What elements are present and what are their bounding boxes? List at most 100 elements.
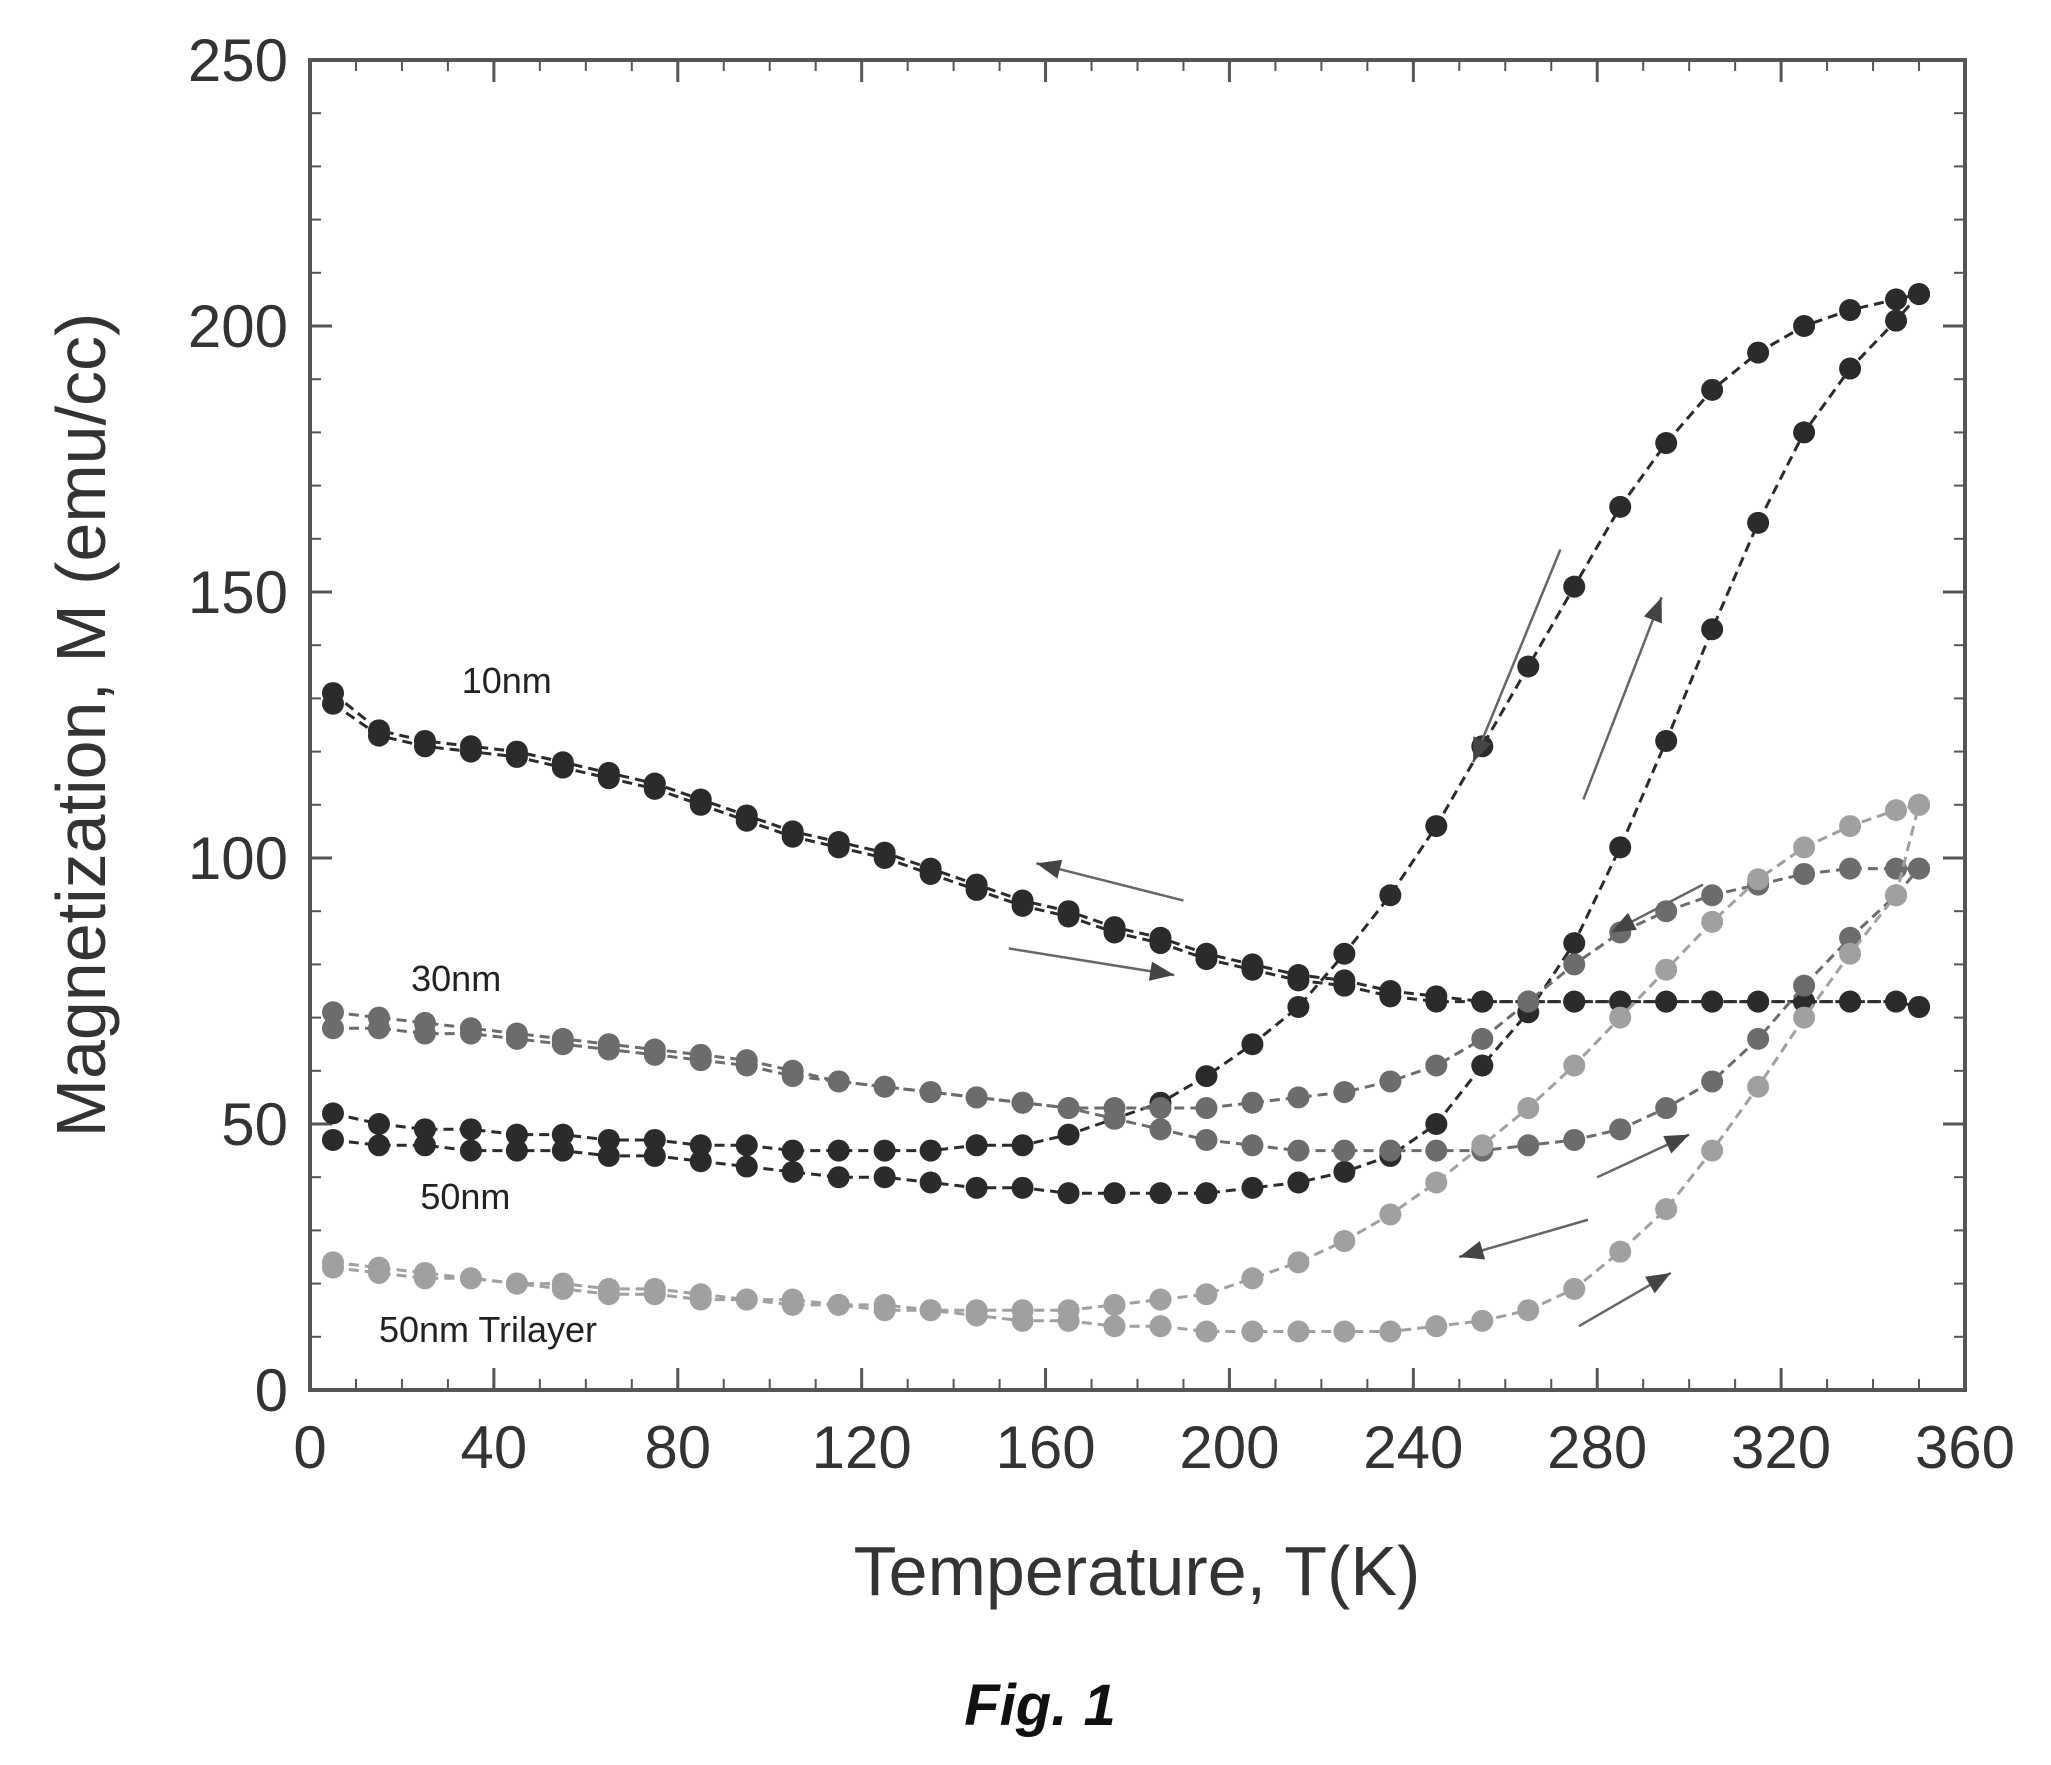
- x-tick-label: 360: [1915, 1414, 2015, 1481]
- arrow-head: [1459, 1241, 1486, 1260]
- data-point: [1195, 1320, 1218, 1343]
- data-point: [1057, 1123, 1080, 1146]
- data-point: [827, 1070, 850, 1093]
- data-point: [1655, 990, 1678, 1013]
- data-point: [1103, 1182, 1126, 1205]
- data-point: [459, 740, 482, 763]
- data-point: [1563, 575, 1586, 598]
- data-point: [1379, 884, 1402, 907]
- data-point: [1287, 995, 1310, 1018]
- data-point: [1655, 1097, 1678, 1120]
- data-point: [1747, 868, 1770, 891]
- direction-arrow: [1471, 548, 1562, 763]
- data-point: [413, 735, 436, 758]
- direction-arrow: [1036, 859, 1184, 902]
- data-point: [735, 1054, 758, 1077]
- data-point: [689, 1134, 712, 1157]
- data-point: [643, 1128, 666, 1151]
- data-point: [367, 1261, 390, 1284]
- data-point: [965, 1304, 988, 1327]
- data-point: [1563, 932, 1586, 955]
- y-tick-label: 0: [255, 1357, 288, 1424]
- y-tick-label: 250: [188, 27, 288, 94]
- data-point: [1609, 1006, 1632, 1029]
- data-point: [459, 1022, 482, 1045]
- data-point: [919, 1081, 942, 1104]
- data-point: [1747, 990, 1770, 1013]
- data-point: [1379, 1320, 1402, 1343]
- data-point: [1149, 1182, 1172, 1205]
- data-point: [1517, 1097, 1540, 1120]
- data-point: [827, 1166, 850, 1189]
- data-point: [965, 1134, 988, 1157]
- data-point: [1057, 1309, 1080, 1332]
- data-point: [1241, 1267, 1264, 1290]
- data-point: [1379, 985, 1402, 1008]
- data-point: [597, 767, 620, 790]
- data-point: [1379, 1139, 1402, 1162]
- data-point: [1057, 1182, 1080, 1205]
- data-point: [1839, 926, 1862, 949]
- series-annotation: 10nm: [462, 660, 552, 701]
- direction-arrow: [1596, 1133, 1690, 1179]
- data-point: [735, 1134, 758, 1157]
- x-tick-label: 240: [1363, 1414, 1463, 1481]
- data-point: [1057, 905, 1080, 928]
- arrow-shaft: [1036, 862, 1184, 902]
- data-point: [1609, 495, 1632, 518]
- data-point: [1241, 1091, 1264, 1114]
- data-point: [1747, 1027, 1770, 1050]
- data-point: [1701, 618, 1724, 641]
- series-annotation: 50nm Trilayer: [379, 1309, 597, 1350]
- data-point: [1103, 1107, 1126, 1130]
- data-point: [1471, 1134, 1494, 1157]
- data-point: [689, 1283, 712, 1306]
- data-point: [1425, 1315, 1448, 1338]
- data-point: [1839, 357, 1862, 380]
- data-point: [367, 1134, 390, 1157]
- data-point: [965, 1176, 988, 1199]
- data-point: [1333, 974, 1356, 997]
- x-tick-label: 80: [644, 1414, 711, 1481]
- data-point: [505, 1027, 528, 1050]
- data-point: [1908, 793, 1931, 816]
- data-point: [1195, 1182, 1218, 1205]
- data-point: [643, 1144, 666, 1167]
- x-tick-label: 200: [1179, 1414, 1279, 1481]
- data-point: [873, 1166, 896, 1189]
- series-line: [332, 803, 1920, 1312]
- arrow-head: [1611, 912, 1637, 933]
- x-tick-label: 280: [1547, 1414, 1647, 1481]
- data-point: [1655, 432, 1678, 455]
- arrow-head: [1645, 1272, 1671, 1294]
- data-point: [1563, 990, 1586, 1013]
- data-point: [551, 756, 574, 779]
- series-4: [321, 283, 1931, 1205]
- direction-arrow: [1610, 883, 1704, 934]
- data-point: [1333, 942, 1356, 965]
- data-point: [919, 862, 942, 885]
- data-point: [1655, 958, 1678, 981]
- data-point: [1563, 1054, 1586, 1077]
- data-point: [1333, 1139, 1356, 1162]
- data-point: [1609, 836, 1632, 859]
- data-point: [1103, 921, 1126, 944]
- data-point: [1471, 1054, 1494, 1077]
- data-point: [689, 1150, 712, 1173]
- data-point: [551, 1139, 574, 1162]
- data-point: [873, 1139, 896, 1162]
- data-point: [505, 1123, 528, 1146]
- data-point: [1793, 990, 1816, 1013]
- data-point: [1609, 1240, 1632, 1263]
- x-tick-label: 320: [1731, 1414, 1831, 1481]
- data-point: [597, 1277, 620, 1300]
- data-point: [1241, 1134, 1264, 1157]
- data-point: [1908, 283, 1931, 306]
- data-point: [1655, 1198, 1678, 1221]
- data-point: [1149, 1315, 1172, 1338]
- data-point: [827, 1139, 850, 1162]
- data-point: [1241, 1033, 1264, 1056]
- data-point: [1701, 910, 1724, 933]
- y-tick-label: 100: [188, 825, 288, 892]
